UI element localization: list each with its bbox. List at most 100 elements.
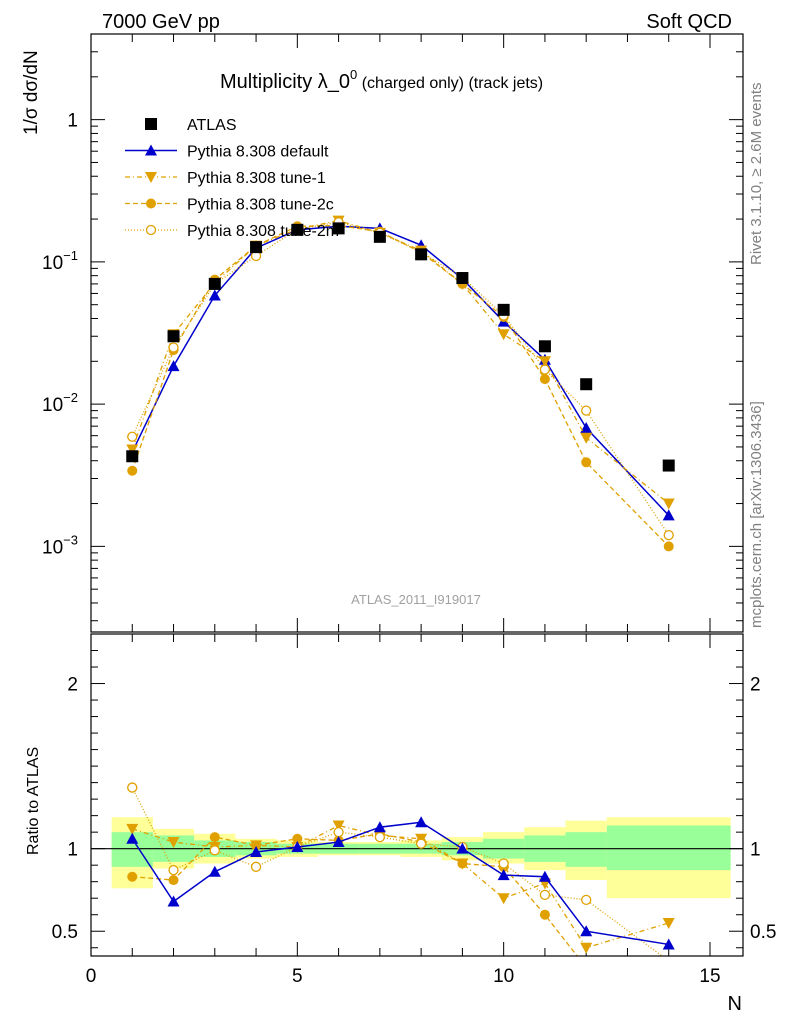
- ratio-point-tune2m: [498, 858, 509, 869]
- ratio-point-tune2m: [581, 894, 592, 906]
- data-point-atlas: [332, 222, 345, 235]
- ratio-point-tune2c: [664, 964, 674, 974]
- ratio-point-tune1: [497, 893, 510, 905]
- legend-label: Pythia 8.308 tune-1: [187, 170, 326, 187]
- data-point-atlas: [662, 459, 675, 472]
- main-y-tick-exp: −2: [63, 390, 78, 405]
- ratio-point-tune2m: [127, 782, 138, 793]
- ratio-point-default: [415, 816, 428, 828]
- ratio-point-tune2m: [209, 845, 220, 856]
- ratio-point-default: [126, 832, 139, 844]
- plot-title-main: Multiplicity λ_0: [220, 71, 350, 93]
- ratio-point-tune2c: [292, 833, 303, 844]
- main-y-tick-label: 10−1: [42, 248, 78, 274]
- main-y-tick-base: 1: [67, 111, 78, 132]
- ratio-band-inner: [565, 832, 607, 867]
- ratio-point-tune2m: [415, 838, 427, 849]
- data-point-atlas: [250, 241, 263, 254]
- data-point-default: [662, 509, 675, 521]
- data-point-default: [167, 360, 180, 372]
- series-default: [126, 220, 675, 521]
- ratio-point-tune2m: [374, 831, 386, 843]
- ratio-point-tune2m: [333, 827, 344, 838]
- legend-marker-tune2c: [146, 198, 156, 209]
- category-label: Soft QCD: [646, 11, 732, 33]
- data-point-atlas: [167, 330, 180, 343]
- legend-entry-atlas: ATLAS: [145, 117, 237, 134]
- ratio-y-tick-label-right: 1: [750, 840, 761, 861]
- ratio-point-tune1: [167, 837, 180, 849]
- data-point-tune1: [497, 329, 510, 341]
- data-point-default: [208, 289, 221, 301]
- data-point-atlas: [456, 272, 469, 285]
- legend-label: Pythia 8.308 default: [187, 144, 329, 161]
- data-point-atlas: [415, 248, 428, 261]
- ratio-point-default: [497, 869, 510, 881]
- legend-marker-atlas: [145, 118, 157, 130]
- ratio-uncertainty-bands: [91, 817, 743, 899]
- plot-title-sup: 0: [350, 67, 357, 82]
- ratio-point-tune2c: [251, 840, 262, 851]
- data-point-tune2c: [663, 541, 674, 552]
- ratio-point-tune1: [126, 823, 139, 835]
- legend-label: Pythia 8.308 tune-2m: [187, 223, 339, 240]
- plot-title-tail: (charged only) (track jets): [357, 75, 543, 92]
- data-point-tune2m: [539, 364, 551, 375]
- legend-marker-tune1: [145, 172, 157, 183]
- ratio-series-default: [126, 816, 675, 950]
- ratio-point-default: [250, 845, 263, 857]
- main-y-axis-label: 1/σ dσ/dN: [21, 50, 42, 135]
- series-atlas: [126, 222, 675, 472]
- ratio-point-default: [167, 895, 180, 907]
- ratio-point-default: [291, 841, 304, 853]
- data-point-tune2m: [581, 405, 592, 416]
- legend: ATLAS Pythia 8.308 default Pythia 8.308 tu…: [125, 117, 339, 240]
- x-tick-label: 5: [292, 966, 303, 987]
- data-point-tune2m: [663, 529, 674, 541]
- data-point-atlas: [208, 277, 221, 290]
- ratio-y-ticks: 0.5 0.5 1 1 2 2: [52, 633, 776, 949]
- ratio-point-tune2c: [168, 875, 179, 886]
- ratio-point-default: [332, 836, 345, 848]
- plot-title: Multiplicity λ_00 (charged only) (track …: [220, 67, 543, 93]
- ratio-point-tune2c: [457, 858, 468, 869]
- source-label: mcplots.cern.ch [arXiv:1306.3436]: [748, 401, 765, 628]
- main-y-tick-label: 10−3: [42, 532, 78, 558]
- data-point-atlas: [126, 450, 139, 463]
- data-point-tune2c: [581, 457, 592, 468]
- ratio-point-tune2m: [667, 955, 671, 956]
- main-y-tick-base: 10: [42, 395, 63, 416]
- ratio-point-tune2c: [581, 963, 591, 973]
- data-point-tune2c: [539, 374, 550, 385]
- main-y-tick-label: 1: [67, 111, 78, 132]
- ratio-y-tick-label: 1: [67, 840, 78, 861]
- legend-entry-default: Pythia 8.308 default: [125, 144, 329, 161]
- legend-entry-tune2c: Pythia 8.308 tune-2c: [125, 197, 334, 214]
- ratio-point-tune2c: [127, 871, 138, 882]
- ratio-series-tune2m: [127, 782, 671, 956]
- data-point-atlas: [538, 340, 551, 353]
- ratio-y-tick-label-right: 0.5: [750, 922, 776, 943]
- main-y-tick-base: 10: [42, 537, 63, 558]
- main-y-tick-exp: −1: [63, 248, 78, 263]
- ratio-point-tune2c: [539, 909, 550, 920]
- legend-label: Pythia 8.308 tune-2c: [187, 197, 334, 214]
- series-tune1: [126, 215, 675, 510]
- ratio-point-default: [580, 925, 593, 937]
- main-y-tick-base: 10: [42, 253, 63, 274]
- data-point-tune2c: [127, 465, 138, 476]
- ratio-point-tune1: [332, 820, 345, 832]
- ratio-frame: [90, 633, 744, 957]
- analysis-id-label: ATLAS_2011_I919017: [351, 592, 481, 607]
- data-point-tune1: [538, 356, 551, 368]
- ratio-point-default: [208, 865, 221, 877]
- data-point-atlas: [497, 303, 510, 316]
- main-frame: [90, 33, 744, 633]
- ratio-point-default: [456, 842, 469, 854]
- rivet-version-label: Rivet 3.1.10, ≥ 2.6M events: [748, 83, 765, 266]
- data-point-tune2m: [127, 431, 138, 442]
- energy-label: 7000 GeV pp: [102, 11, 220, 33]
- main-series-layer: [126, 215, 675, 552]
- legend-marker-default: [145, 144, 157, 156]
